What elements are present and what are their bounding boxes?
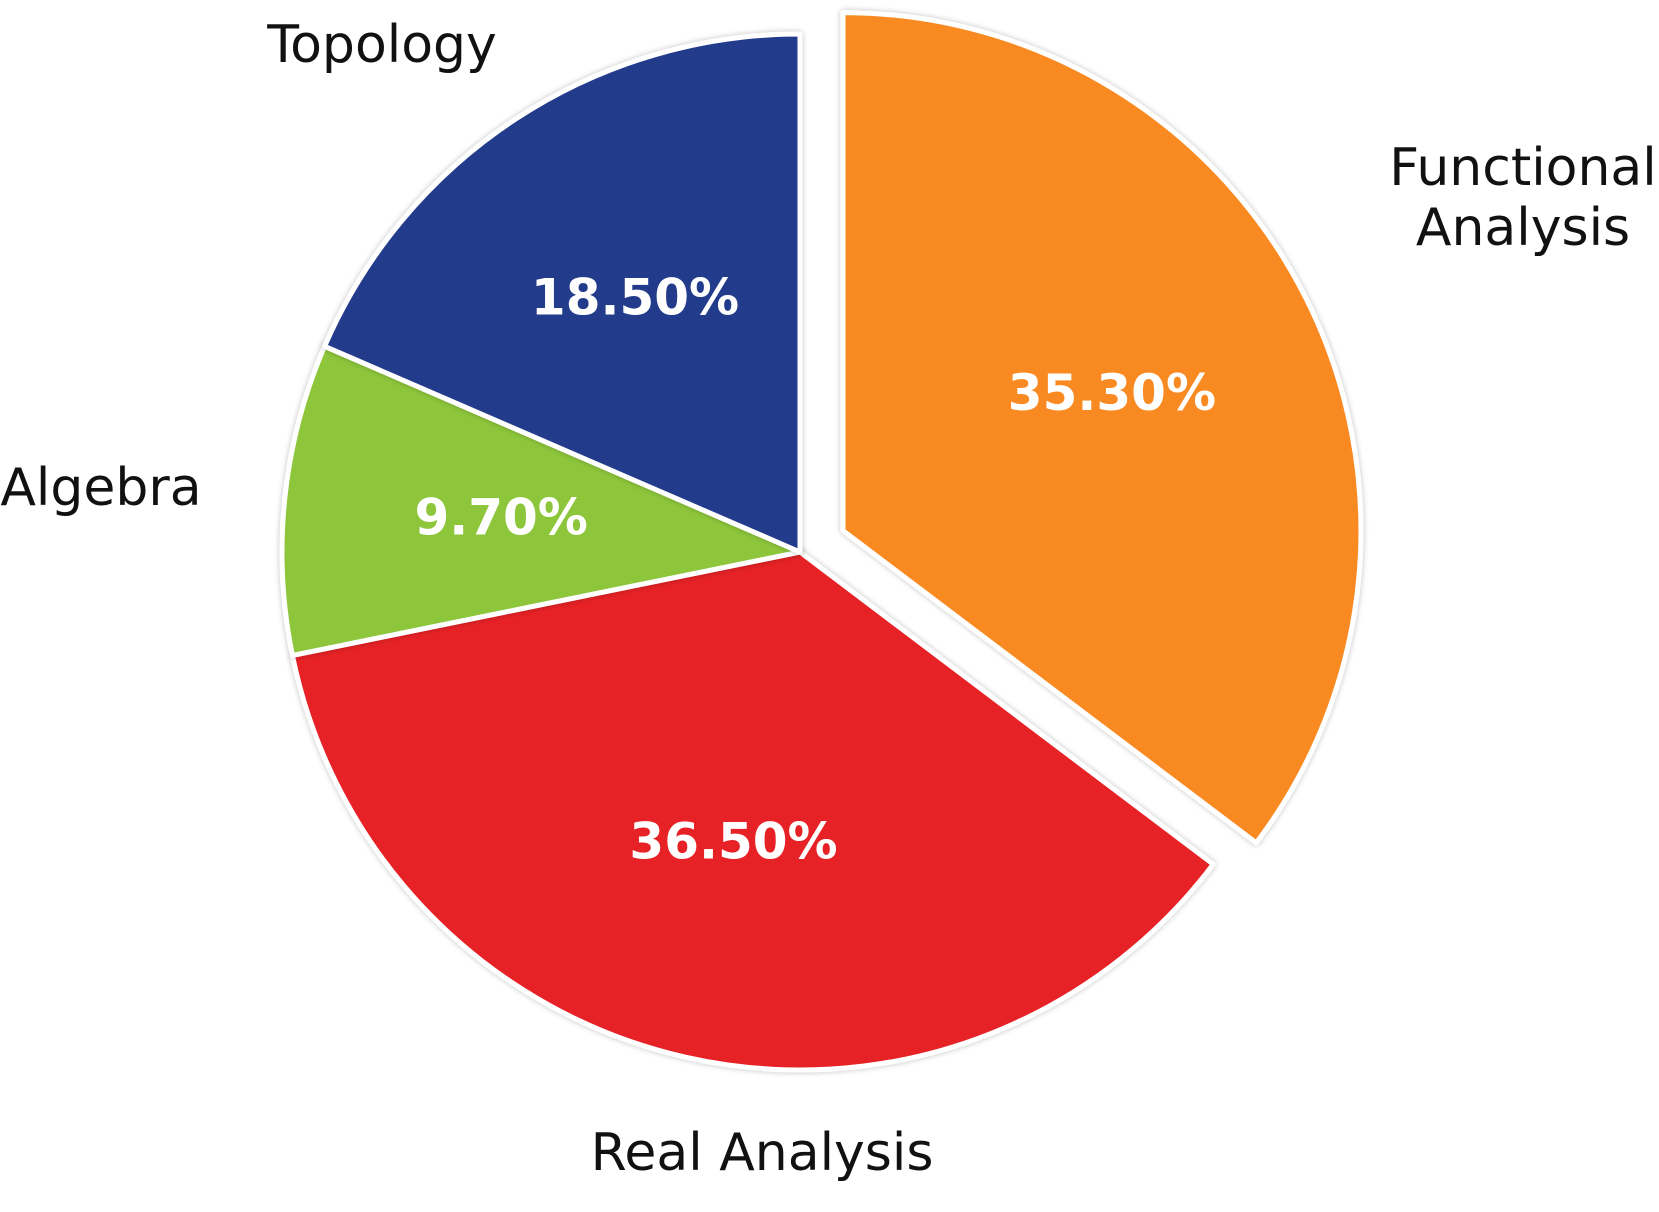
category-label-topology: Topology [266, 15, 497, 75]
value-label-functional-analysis: 35.30% [1008, 364, 1216, 422]
pie-slice-real-analysis [289, 549, 1216, 1073]
pie-slice-functional-analysis [840, 10, 1364, 846]
pie-slice-algebra [279, 343, 803, 658]
category-label-real-analysis: Real Analysis [591, 1123, 934, 1183]
category-label-line: Topology [266, 15, 497, 75]
category-label-functional-analysis: Functional Analysis [1389, 138, 1657, 258]
value-label-topology: 18.50% [531, 268, 739, 326]
slice-value-labels: 35.30% 36.50% 9.70% 18.50% [414, 268, 1216, 870]
category-label-line: Algebra [0, 458, 201, 518]
category-label-line: Real Analysis [591, 1123, 934, 1183]
value-label-real-analysis: 36.50% [629, 812, 837, 870]
slice-category-labels: Functional Analysis Real Analysis Algebra To… [0, 15, 1656, 1183]
category-label-line: Functional [1389, 138, 1657, 198]
value-label-algebra: 9.70% [414, 488, 587, 546]
category-label-algebra: Algebra [0, 458, 201, 518]
category-label-line: Analysis [1416, 198, 1630, 258]
pie-slices [279, 10, 1364, 1073]
pie-slice-topology [322, 31, 803, 555]
